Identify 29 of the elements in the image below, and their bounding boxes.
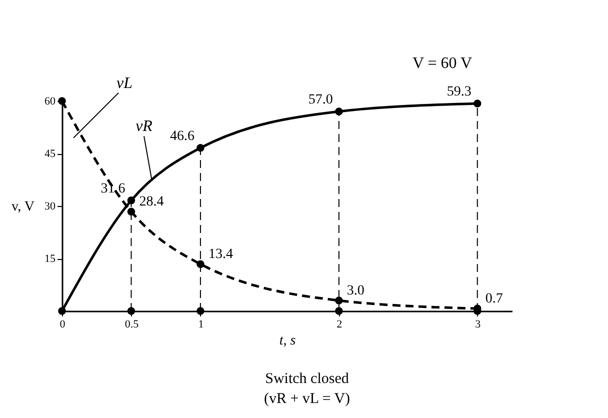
x-tick-label: 3	[475, 318, 482, 330]
y-tick-label: 45	[44, 148, 56, 160]
data-label: 0.7	[485, 292, 503, 307]
text: Switch closed	[265, 371, 350, 387]
x-tick-label: 0	[60, 318, 66, 330]
data-label: 3.0	[346, 284, 364, 298]
y-tick-label: 60	[44, 96, 56, 108]
data-label: 57.0	[308, 92, 333, 108]
point	[127, 208, 136, 216]
data-label: 13.4	[208, 247, 233, 262]
point	[127, 196, 136, 204]
x-tick-label: 0.5	[124, 318, 140, 330]
text: V = 60 V	[412, 55, 472, 72]
point	[335, 296, 343, 304]
text: (vR + vL = V)	[264, 391, 350, 407]
y-tick-label: 15	[44, 253, 56, 265]
y-axis-title: v, V	[12, 200, 34, 214]
point	[127, 307, 136, 315]
text: vR	[136, 118, 153, 136]
point	[474, 100, 482, 108]
x-tick-label: 1	[198, 318, 204, 330]
data-label: 59.3	[446, 84, 472, 100]
data-label: 28.4	[139, 194, 164, 210]
point	[196, 144, 204, 152]
x-axis-title: t, s	[279, 334, 296, 348]
x-tick-label: 2	[336, 318, 342, 330]
text: vL	[116, 74, 133, 92]
data-label: 46.6	[170, 128, 194, 144]
y-tick-label: 30	[44, 200, 56, 212]
